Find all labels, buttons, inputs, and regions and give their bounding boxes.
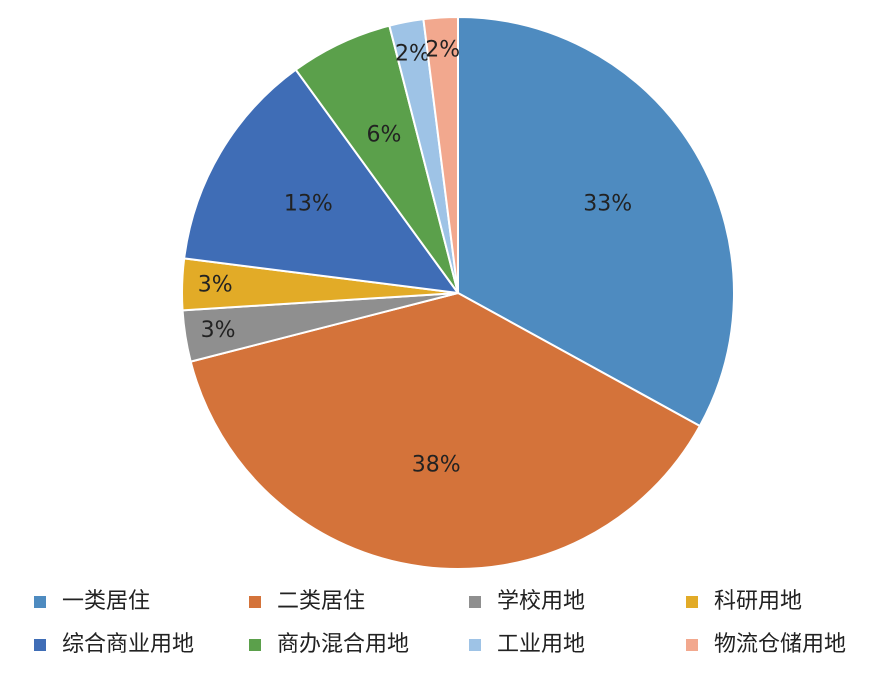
value-label: 38% (412, 453, 461, 478)
legend-label: 科研用地 (714, 589, 802, 614)
value-label: 3% (201, 318, 236, 343)
legend-swatch (469, 596, 481, 608)
pie-slice (189, 291, 702, 570)
legend-swatch (686, 596, 698, 608)
legend-swatch (249, 639, 261, 651)
value-label: 33% (583, 191, 632, 216)
value-label: 13% (284, 191, 333, 216)
legend-swatch (686, 639, 698, 651)
pie-slice (457, 15, 735, 428)
legend-label: 综合商业用地 (62, 632, 194, 657)
legend-swatch (469, 639, 481, 651)
value-label: 3% (198, 272, 233, 297)
pie-slice (422, 15, 459, 294)
legend-label: 一类居住 (62, 589, 150, 614)
legend-label: 学校用地 (497, 589, 585, 614)
legend-label: 物流仓储用地 (714, 632, 846, 657)
legend-label: 二类居住 (277, 589, 365, 614)
legend-label: 工业用地 (497, 632, 585, 657)
legend-swatch (249, 596, 261, 608)
value-label: 2% (425, 38, 460, 63)
legend-swatch (34, 639, 46, 651)
value-label: 6% (367, 123, 402, 148)
pie-slice (183, 68, 461, 295)
value-label: 2% (395, 41, 430, 66)
legend-swatch (34, 596, 46, 608)
legend-label: 商办混合用地 (277, 632, 409, 657)
